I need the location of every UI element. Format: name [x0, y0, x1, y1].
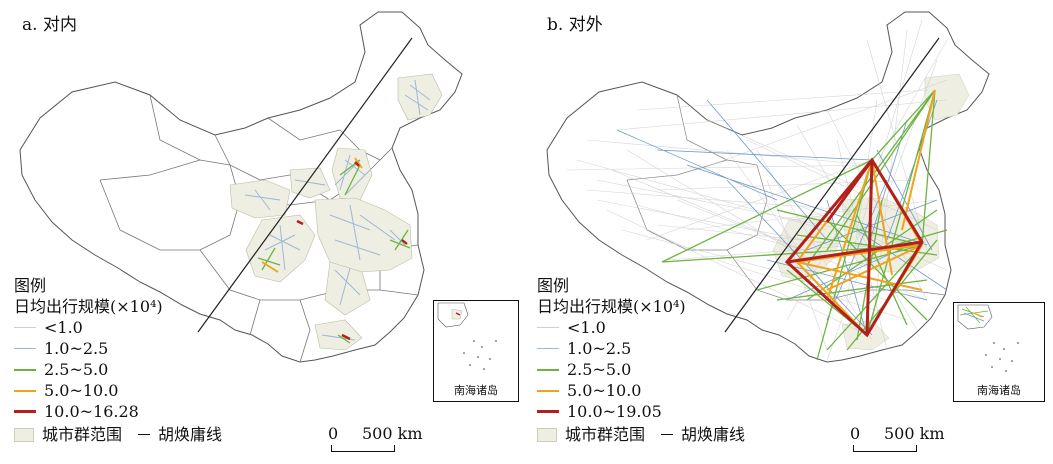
legend-class: 10.0~19.05 [537, 401, 745, 422]
external-flows-minor [566, 19, 948, 361]
hu-line-swatch [661, 434, 674, 435]
legend-class: 10.0~16.28 [14, 401, 222, 422]
legend-swatch [537, 348, 559, 349]
legend-heading: 图例 [14, 276, 47, 295]
inset-south-china-sea: 南海诸岛 [433, 300, 519, 402]
legend-class: 1.0~2.5 [537, 338, 745, 359]
external-flows-red [784, 157, 924, 338]
legend-class: 5.0~10.0 [14, 380, 222, 401]
legend-class-label: 1.0~2.5 [567, 339, 632, 358]
inset-map [957, 304, 1019, 372]
legend-swatch [14, 410, 36, 413]
legend-swatch [14, 368, 36, 371]
scale-value: 500 km [884, 424, 945, 443]
legend-swatch [14, 348, 36, 349]
legend-extra: 城市群范围 胡焕庸线 [14, 424, 222, 445]
legend-class-label: <1.0 [567, 318, 606, 337]
legend-subtitle: 日均出行规模(×10⁴) [537, 297, 686, 316]
legend-class-label: 2.5~5.0 [44, 360, 109, 379]
legend-class-label: 2.5~5.0 [567, 360, 632, 379]
line-label: 胡焕庸线 [158, 425, 223, 444]
scale-line [331, 445, 395, 452]
china-map-external [546, 11, 990, 363]
china-map-internal [19, 11, 463, 363]
legend-class-label: <1.0 [44, 318, 83, 337]
scale-zero: 0 [328, 424, 339, 443]
legend-swatch [14, 389, 36, 392]
legend-class: 2.5~5.0 [537, 359, 745, 380]
legend-class: 5.0~10.0 [537, 380, 745, 401]
inset-map [437, 302, 497, 370]
legend-subtitle: 日均出行规模(×10⁴) [14, 297, 163, 316]
legend-class-label: 10.0~19.05 [567, 402, 662, 421]
cluster-swatch [14, 427, 34, 442]
panel-title: b. 对外 [547, 15, 603, 35]
legend-swatch [14, 327, 36, 328]
inset-south-china-sea: 南海诸岛 [953, 302, 1045, 402]
legend-class-label: 10.0~16.28 [44, 402, 139, 421]
internal-flows [244, 79, 431, 344]
area-label: 城市群范围 [42, 425, 123, 444]
hu-huanyong-line [197, 37, 413, 333]
legend-class: 2.5~5.0 [14, 359, 222, 380]
scale-bar: 0 500 km [850, 424, 960, 456]
line-label: 胡焕庸线 [681, 425, 746, 444]
scale-line [853, 445, 917, 452]
legend-class: 1.0~2.5 [14, 338, 222, 359]
legend-class: <1.0 [14, 317, 222, 338]
scale-value: 500 km [362, 424, 423, 443]
scale-bar: 0 500 km [328, 424, 438, 456]
scale-zero: 0 [850, 424, 861, 443]
hu-huanyong-line [724, 37, 940, 333]
legend: 图例 日均出行规模(×10⁴) <1.0 1.0~2.5 2.5~5.0 5.0… [537, 275, 745, 445]
legend-class-label: 5.0~10.0 [44, 381, 119, 400]
legend-swatch [537, 410, 559, 413]
inset-label: 南海诸岛 [454, 384, 498, 397]
legend-class: <1.0 [537, 317, 745, 338]
cluster-swatch [537, 427, 557, 442]
legend: 图例 日均出行规模(×10⁴) <1.0 1.0~2.5 2.5~5.0 5.0… [14, 275, 222, 445]
panel-internal: a. 对内 图例 日均出行规模(×10⁴) <1.0 1.0~2.5 2.5~5… [0, 0, 526, 464]
panel-title: a. 对内 [22, 15, 77, 35]
panel-external: b. 对外 图例 日均出行规模(×10⁴) <1.0 1.0~2.5 2.5~5… [527, 0, 1053, 464]
legend-extra: 城市群范围 胡焕庸线 [537, 424, 745, 445]
legend-heading: 图例 [537, 276, 570, 295]
legend-swatch [537, 389, 559, 392]
hu-line-swatch [138, 434, 151, 435]
legend-class-label: 1.0~2.5 [44, 339, 109, 358]
inset-label: 南海诸岛 [977, 384, 1021, 397]
legend-swatch [537, 327, 559, 328]
legend-swatch [537, 368, 559, 371]
city-cluster-regions [229, 73, 443, 351]
legend-class-label: 5.0~10.0 [567, 381, 642, 400]
area-label: 城市群范围 [565, 425, 646, 444]
